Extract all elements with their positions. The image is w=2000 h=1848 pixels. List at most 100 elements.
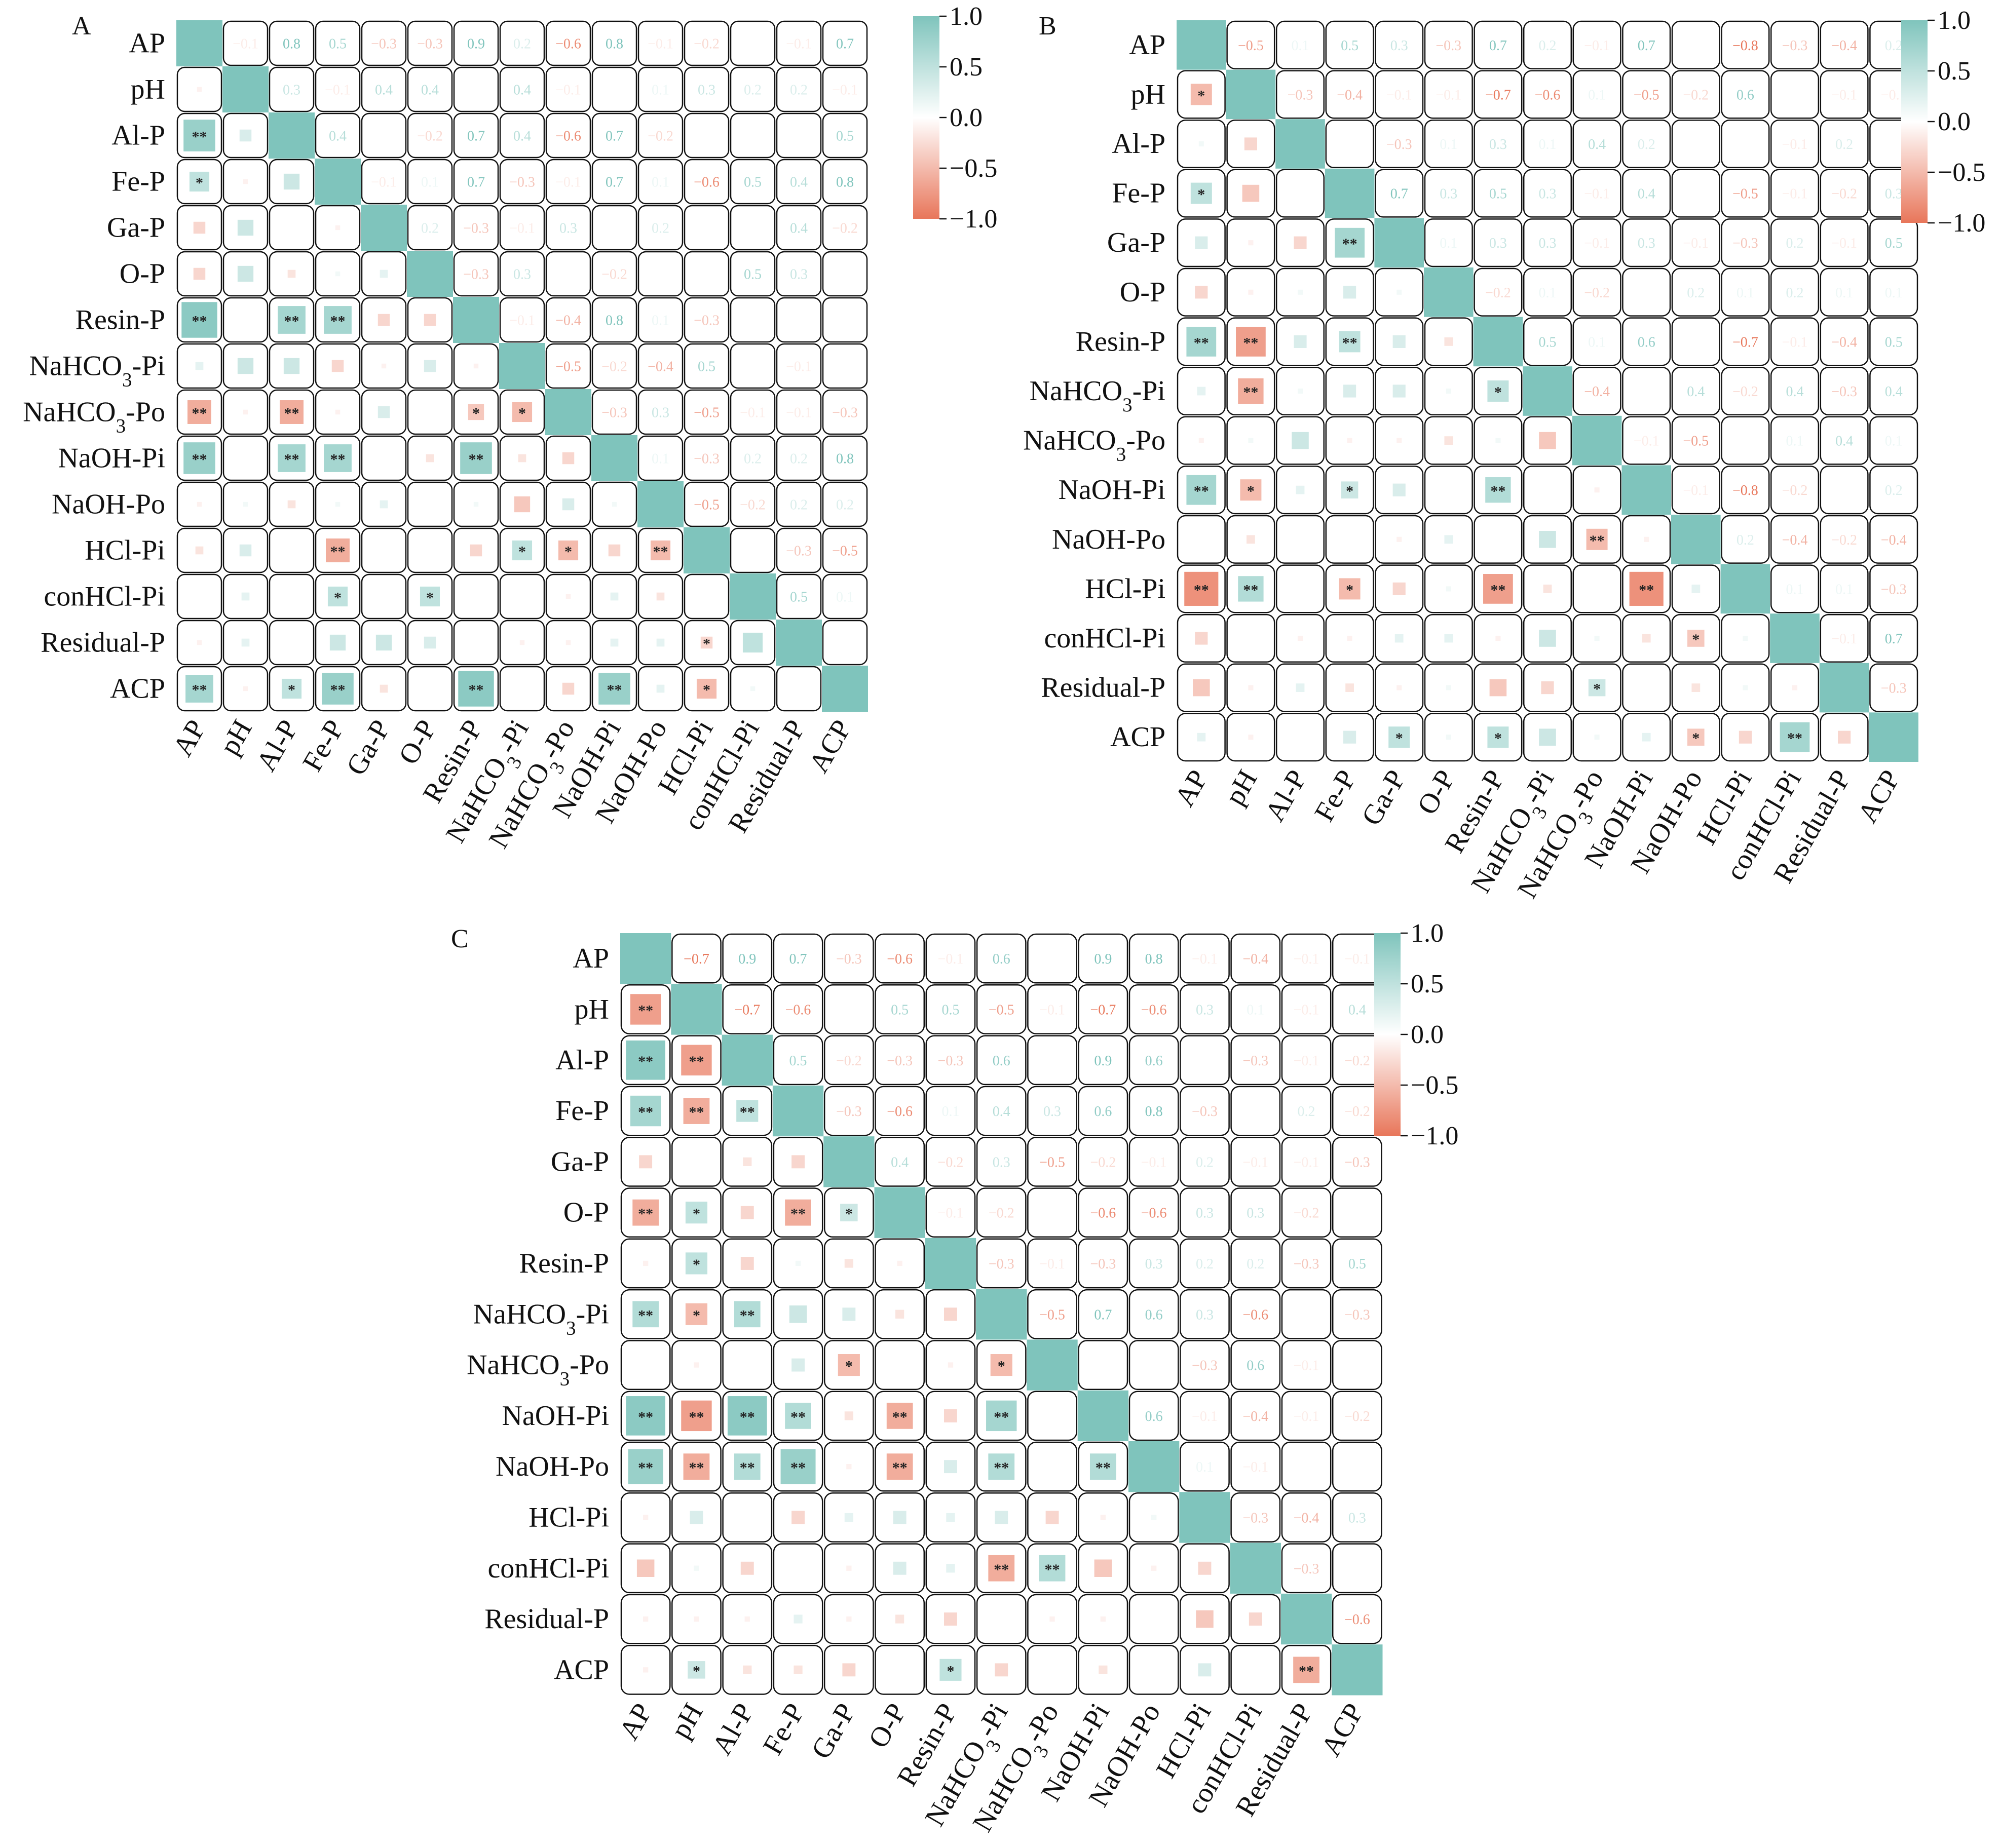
heatmap-square <box>283 173 300 190</box>
heatmap-cell <box>499 112 545 159</box>
heatmap-square <box>289 225 294 230</box>
cell-value-label: −0.1 <box>1039 1002 1065 1018</box>
cell-value-label: 0.1 <box>1885 285 1903 301</box>
significance-label: ** <box>1342 334 1357 351</box>
diagonal-cell <box>1671 515 1721 564</box>
row-label: Fe-P <box>555 1095 609 1127</box>
heatmap-cell <box>1128 1391 1179 1441</box>
heatmap-cell <box>684 205 730 251</box>
cell-value-label: −0.6 <box>887 951 913 967</box>
row-label: AP <box>129 28 165 59</box>
significance-label: * <box>1494 730 1502 747</box>
heatmap-square <box>1184 571 1219 606</box>
colorbar: 1.0 0.5 0.0 −0.5 −1.0 <box>913 2 997 234</box>
heatmap-square <box>990 1354 1012 1376</box>
column-label: O-P <box>1411 765 1461 820</box>
heatmap-square <box>281 678 302 699</box>
heatmap-square <box>785 1402 811 1429</box>
heatmap-cell <box>1128 1136 1179 1187</box>
cell-value-label: 0.8 <box>606 313 623 329</box>
heatmap-cell <box>1869 564 1918 613</box>
row-label: Resin-P <box>76 304 165 336</box>
cell-value-label: −0.1 <box>1294 1409 1319 1424</box>
diagonal-cell <box>776 620 822 666</box>
heatmap-square <box>1487 726 1509 748</box>
heatmap-square <box>743 1665 752 1674</box>
cell-value-label: −0.6 <box>1141 1206 1167 1221</box>
heatmap-cell <box>1375 20 1424 69</box>
heatmap-cell <box>730 66 776 112</box>
diagonal-cell <box>1280 1593 1332 1645</box>
cell-value-label: 0.0 <box>1687 137 1705 152</box>
diagonal-cell <box>1720 564 1770 614</box>
column-label: Ga-P <box>805 1698 861 1764</box>
heatmap-square <box>1541 681 1554 695</box>
heatmap-square <box>1687 728 1705 746</box>
heatmap-square <box>1248 289 1254 295</box>
significance-label: * <box>693 1206 700 1222</box>
heatmap-square <box>704 594 709 599</box>
heatmap-cell <box>1523 169 1572 218</box>
cell-value-label: −0.5 <box>832 544 858 559</box>
colorbar: 1.0 0.5 0.0 −0.5 −1.0 <box>1901 6 1985 238</box>
row-label: Ga-P <box>551 1146 609 1177</box>
heatmap-cell <box>684 112 730 159</box>
diagonal-cell <box>637 481 684 527</box>
colorbar-tick-label: −0.5 <box>1411 1071 1458 1100</box>
heatmap-square <box>1049 1464 1055 1470</box>
heatmap-cell <box>822 573 868 620</box>
heatmap-cell <box>591 205 637 251</box>
significance-label: ** <box>689 1104 704 1121</box>
column-label: ACP <box>1315 1698 1370 1761</box>
heatmap-cell <box>925 1035 976 1086</box>
cell-value-label: 0.1 <box>1835 285 1853 301</box>
heatmap-square <box>1444 337 1453 346</box>
heatmap-square <box>289 594 294 599</box>
cell-value-label: 0.1 <box>941 1104 959 1120</box>
row-label: conHCl-Pi <box>487 1553 609 1584</box>
heatmap-square <box>1197 387 1206 396</box>
significance-label: * <box>1346 483 1353 499</box>
column-label: Fe-P <box>1308 765 1363 827</box>
cell-value-label: −0.4 <box>555 313 581 329</box>
heatmap-cell <box>822 66 868 112</box>
heatmap-cell <box>1180 984 1230 1034</box>
heatmap-cell <box>499 66 545 112</box>
heatmap-cell <box>1622 317 1671 366</box>
heatmap-cell <box>1474 119 1523 169</box>
heatmap-cell <box>591 251 637 297</box>
cell-value-label: 0.2 <box>1786 236 1804 251</box>
heatmap-square <box>740 1206 754 1219</box>
heatmap-cell <box>361 20 407 66</box>
significance-label: ** <box>469 682 484 699</box>
cell-value-label: 0.4 <box>421 83 439 98</box>
heatmap-cell <box>1078 933 1128 984</box>
heatmap-square <box>842 1663 856 1677</box>
row-label: Fe-P <box>1112 178 1165 209</box>
heatmap-cell <box>1281 1492 1332 1543</box>
heatmap-square <box>1195 236 1208 249</box>
heatmap-cell <box>1180 1441 1230 1492</box>
cell-value-label: 0.4 <box>1588 137 1606 152</box>
heatmap-cell <box>1622 169 1671 218</box>
cell-value-label: 0.1 <box>1247 1002 1264 1018</box>
heatmap-cell <box>976 933 1027 984</box>
cell-value-label: −0.3 <box>463 267 489 283</box>
cell-value-label: −0.5 <box>694 497 720 513</box>
cell-value-label: −0.3 <box>371 36 397 52</box>
heatmap-cell <box>1275 70 1325 119</box>
heatmap-cell <box>976 1187 1027 1238</box>
cell-value-label: 0.4 <box>1687 384 1705 400</box>
cell-value-label: 0.5 <box>891 1002 909 1018</box>
heatmap-square <box>473 640 479 645</box>
heatmap-cell <box>1671 366 1720 416</box>
heatmap-cell <box>315 20 361 66</box>
heatmap-square <box>656 592 665 601</box>
heatmap-square <box>1644 536 1649 542</box>
row-label: O-P <box>1120 277 1165 308</box>
heatmap-square <box>999 1616 1004 1622</box>
heatmap-cell <box>1869 515 1918 564</box>
cell-value-label: 0.5 <box>744 267 762 283</box>
heatmap-cell <box>776 573 822 620</box>
row-label: conHCl-Pi <box>44 581 165 612</box>
